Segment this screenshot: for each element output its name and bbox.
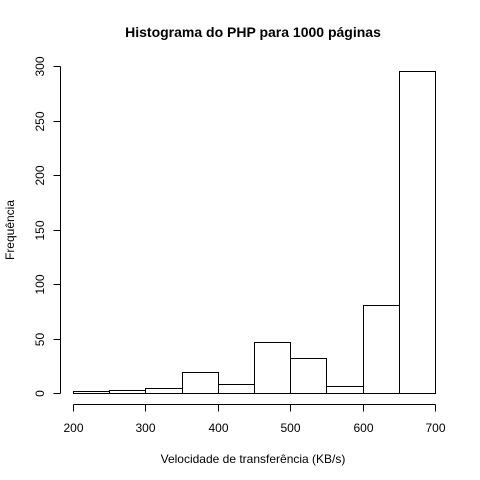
y-axis-label: Frequência: [3, 200, 17, 260]
x-tick-label: 600: [353, 421, 373, 435]
y-tick-label: 250: [33, 111, 47, 131]
histogram-bar: [363, 305, 400, 394]
bars-layer: [73, 71, 436, 394]
histogram-bar: [109, 390, 146, 394]
y-tick-label: 100: [33, 274, 47, 294]
histogram-bar: [326, 386, 364, 394]
x-tick-label: 500: [280, 421, 300, 435]
x-tick-label: 700: [425, 421, 445, 435]
x-axis: 200 300 400 500 600 700: [63, 404, 446, 435]
y-tick-label: 200: [33, 165, 47, 185]
histogram-bar: [218, 384, 255, 394]
chart-title: Histograma do PHP para 1000 páginas: [125, 24, 381, 40]
x-tick-label: 300: [135, 421, 155, 435]
x-axis-label: Velocidade de transferência (KB/s): [161, 452, 346, 466]
x-tick-label: 400: [208, 421, 228, 435]
histogram-bar: [399, 71, 436, 394]
y-tick-label: 300: [33, 56, 47, 76]
y-tick-label: 50: [33, 333, 47, 347]
histogram-bar: [73, 391, 110, 394]
x-tick-label: 200: [63, 421, 83, 435]
histogram-bar: [145, 388, 183, 394]
histogram-bar: [254, 342, 291, 394]
y-axis: 0 50 100 150 200 250 300: [33, 56, 61, 397]
histogram-bar: [290, 358, 327, 394]
histogram-bar: [182, 372, 219, 394]
y-tick-label: 0: [33, 390, 47, 397]
y-tick-label: 150: [33, 220, 47, 240]
